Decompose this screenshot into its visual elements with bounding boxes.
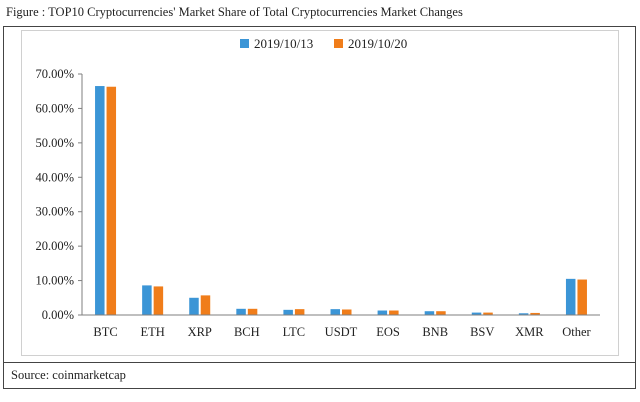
bar-ltc-series-2 bbox=[294, 309, 305, 315]
bar-bsv-series-2 bbox=[483, 312, 493, 315]
legend-label: 2019/10/20 bbox=[348, 36, 407, 51]
x-tick-label: BSV bbox=[470, 325, 494, 339]
bar-usdt-series-1 bbox=[330, 309, 340, 315]
bar-bnb-series-1 bbox=[424, 311, 435, 315]
y-axis: 0.00% 10.00% 20.00% 30.00% 40.00% 50.00% 60.00… bbox=[35, 67, 83, 322]
x-tick-label: BNB bbox=[422, 325, 448, 339]
x-axis: BTC ETH XRP BCH LTC USDT EOS BNB BSV XMR Other bbox=[82, 314, 600, 339]
legend-label: 2019/10/13 bbox=[254, 36, 313, 51]
y-tick-label: 50.00% bbox=[35, 136, 74, 150]
legend-swatch bbox=[240, 39, 249, 48]
bar-bch-series-1 bbox=[236, 308, 246, 315]
y-tick-label: 10.00% bbox=[35, 274, 74, 288]
bar-xmr-series-2 bbox=[530, 312, 540, 315]
bar-eos-series-2 bbox=[389, 310, 399, 315]
x-tick-label: ETH bbox=[140, 325, 164, 339]
y-tick-label: 20.00% bbox=[35, 239, 74, 253]
bar-usdt-series-2 bbox=[342, 309, 352, 315]
bar-bch-series-2 bbox=[247, 308, 258, 315]
y-tick-label: 30.00% bbox=[35, 205, 74, 219]
y-tick-label: 0.00% bbox=[42, 308, 74, 322]
bar-eth-series-1 bbox=[142, 285, 152, 315]
source-note: Source: coinmarketcap bbox=[11, 368, 126, 382]
y-tick-label: 40.00% bbox=[35, 170, 74, 184]
figure-title: Figure : TOP10 Cryptocurrencies' Market … bbox=[6, 5, 463, 19]
bar-bnb-series-2 bbox=[436, 311, 446, 315]
x-tick-label: XMR bbox=[515, 325, 544, 339]
bars bbox=[95, 86, 587, 315]
bar-btc-series-1 bbox=[95, 86, 105, 315]
x-tick-label: BTC bbox=[93, 325, 117, 339]
bar-eth-series-2 bbox=[153, 286, 164, 315]
x-tick-label: Other bbox=[562, 325, 591, 339]
y-tick-label: 70.00% bbox=[35, 67, 74, 81]
chart-legend: 2019/10/13 2019/10/20 bbox=[240, 36, 407, 51]
x-tick-label: EOS bbox=[376, 325, 400, 339]
bar-bsv-series-1 bbox=[471, 312, 482, 315]
x-tick-label: XRP bbox=[188, 325, 212, 339]
bar-xrp-series-1 bbox=[189, 297, 199, 315]
x-tick-label: LTC bbox=[283, 325, 305, 339]
x-tick-label: USDT bbox=[325, 325, 358, 339]
frame-divider bbox=[3, 362, 636, 363]
bar-other-series-1 bbox=[565, 278, 576, 315]
bar-ltc-series-1 bbox=[283, 309, 293, 315]
legend-swatch bbox=[334, 39, 343, 48]
x-tick-label: BCH bbox=[234, 325, 260, 339]
bar-eos-series-1 bbox=[377, 310, 388, 315]
bar-xrp-series-2 bbox=[200, 295, 211, 315]
bar-xmr-series-1 bbox=[518, 313, 529, 315]
bar-other-series-2 bbox=[577, 279, 587, 315]
y-tick-label: 60.00% bbox=[35, 101, 74, 115]
bar-btc-series-2 bbox=[106, 86, 117, 315]
figure-frame bbox=[3, 26, 636, 389]
chart-area-border bbox=[21, 30, 619, 356]
